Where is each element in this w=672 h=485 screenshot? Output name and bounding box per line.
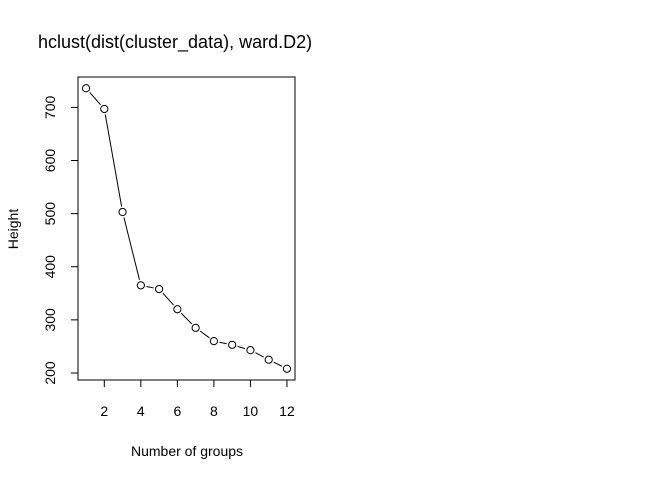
series-line-segment [162,292,174,306]
y-axis: 200 300 400 500 600 700 [42,95,79,385]
data-point [191,323,200,332]
y-tick-label: 200 [42,361,58,385]
x-tick-label: 6 [173,403,181,419]
y-tick-label: 300 [42,308,58,332]
data-point [228,340,237,349]
series-line-segment [219,341,227,345]
x-tick-label: 8 [210,403,218,419]
series-line-segment [273,361,283,367]
plot-frame [77,76,296,381]
y-tick-label: 600 [42,149,58,173]
y-axis-label: Height [5,209,21,250]
data-point [246,346,255,355]
chart-title: hclust(dist(cluster_data), ward.D2) [38,32,312,53]
y-tick-label: 700 [42,95,58,119]
series-line-segment [199,330,210,339]
data-point [100,104,109,114]
data-point [136,281,145,290]
data-point [118,207,127,217]
data-point [264,355,273,364]
x-tick-label: 4 [137,403,145,419]
data-point [173,305,182,314]
series-line-segment [237,345,246,350]
data-point [282,364,292,373]
series-line-segment [123,217,140,281]
x-tick-label: 2 [100,403,108,419]
data-point [209,337,218,346]
y-tick-label: 500 [42,202,58,226]
series-line [89,92,283,367]
series-line-segment [255,352,264,358]
data-point [155,284,164,294]
y-tick-label: 400 [42,255,58,279]
series-line-segment [146,285,154,289]
x-tick-label: 10 [243,403,259,419]
series-line-segment [104,114,123,207]
data-point [81,84,91,93]
series-line-segment [180,312,193,325]
series-line-segment [89,92,101,106]
x-axis: 2 4 6 8 10 12 [100,379,295,419]
series-points [81,84,292,373]
x-tick-label: 12 [279,403,295,419]
x-axis-label: Number of groups [131,443,243,459]
